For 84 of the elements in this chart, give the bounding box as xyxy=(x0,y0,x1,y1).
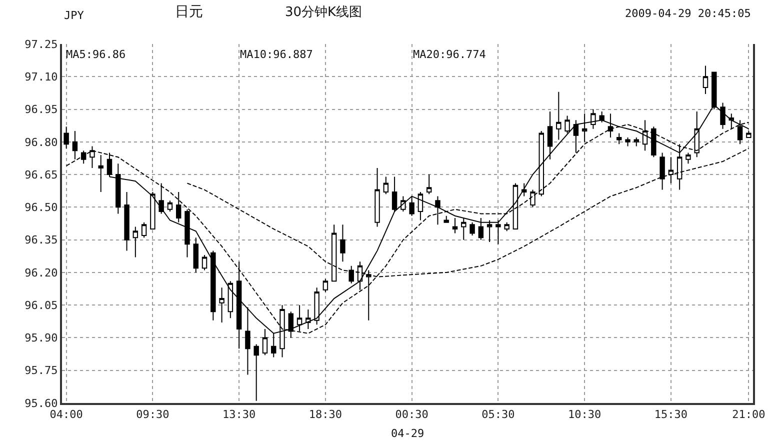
candlestick xyxy=(202,254,208,271)
x-tick-label: 09:30 xyxy=(136,408,170,422)
candlestick xyxy=(98,154,104,192)
candlestick xyxy=(478,218,484,240)
text: 04-29 xyxy=(391,427,424,440)
candlestick xyxy=(668,156,674,184)
candlestick xyxy=(176,191,182,223)
candlestick xyxy=(132,226,138,258)
annotation: MA20:96.774 xyxy=(413,48,486,61)
y-tick-label: 95.75 xyxy=(24,364,58,378)
candlestick xyxy=(634,137,640,147)
candlestick xyxy=(435,196,440,226)
candlestick xyxy=(512,182,518,230)
y-tick-label: 96.80 xyxy=(24,136,58,149)
x-tick-label: 13:30 xyxy=(222,408,256,422)
text: JPY xyxy=(64,9,84,22)
candlestick xyxy=(193,237,198,273)
candlestick xyxy=(409,196,414,216)
annotation: MA5:96.86 xyxy=(66,48,126,61)
candlestick xyxy=(426,174,432,195)
candlestick xyxy=(124,191,130,252)
candlestick xyxy=(184,208,190,258)
y-tick-label: 95.90 xyxy=(24,332,58,345)
candlestick xyxy=(616,132,622,145)
y-tick-label: 96.65 xyxy=(24,168,58,182)
candlestick xyxy=(64,126,69,149)
candlestick xyxy=(72,130,78,160)
x-tick-label: 04:00 xyxy=(50,408,83,422)
candlestick xyxy=(90,146,95,169)
candlestick xyxy=(461,218,466,240)
candlestick xyxy=(496,220,501,245)
candlestick xyxy=(340,224,346,262)
candlestick xyxy=(262,328,268,356)
candlestick xyxy=(150,191,156,230)
candlestick xyxy=(746,130,752,138)
chart-title: 日元 xyxy=(175,4,203,20)
candlestick xyxy=(504,222,510,232)
x-tick-label: 21:00 xyxy=(732,408,766,422)
candlestick xyxy=(392,176,398,212)
candlestick xyxy=(625,137,630,147)
candlestick xyxy=(599,110,604,123)
x-tick-label: 05:30 xyxy=(482,408,515,422)
candlestick xyxy=(556,91,562,140)
y-tick-label: 96.95 xyxy=(24,103,58,116)
y-tick-label: 97.25 xyxy=(24,38,58,51)
chart-subtitle: 30分钟K线图 xyxy=(285,5,362,20)
candlestick xyxy=(702,65,708,95)
candlestick xyxy=(547,110,553,160)
candlestick xyxy=(538,130,544,197)
candlestick xyxy=(383,176,389,195)
candlestick xyxy=(374,168,380,228)
candlestick xyxy=(116,163,121,214)
candlestick xyxy=(686,152,691,164)
x-tick-label: 00:30 xyxy=(395,408,428,422)
y-tick-label: 96.05 xyxy=(24,298,58,312)
candlestick xyxy=(314,287,320,326)
candlestick xyxy=(158,182,164,214)
candlestick xyxy=(418,191,424,221)
y-tick-label: 97.10 xyxy=(24,70,58,84)
y-tick-label: 96.35 xyxy=(24,234,58,247)
candlestick xyxy=(219,287,224,323)
candlestick xyxy=(486,220,492,242)
x-tick-label: 15:30 xyxy=(654,408,688,422)
candlestick xyxy=(322,278,328,293)
x-tick-label: 18:30 xyxy=(308,408,342,422)
candlestick xyxy=(470,222,475,236)
candlestick xyxy=(530,189,536,208)
text: 2009-04-29 20:45:05 xyxy=(625,7,751,20)
candlestick xyxy=(590,108,596,130)
y-tick-label: 96.20 xyxy=(24,266,58,280)
x-tick-label: 10:30 xyxy=(568,408,602,422)
y-tick-label: 95.60 xyxy=(24,396,58,410)
y-tick-label: 96.50 xyxy=(24,201,58,214)
candlestick xyxy=(228,280,234,319)
candlestick xyxy=(660,152,665,190)
candlestick xyxy=(564,115,570,134)
candlestick xyxy=(651,126,656,158)
candlestick xyxy=(444,215,449,223)
candlestick xyxy=(210,250,216,321)
candlestick xyxy=(141,222,147,238)
annotation: MA10:96.887 xyxy=(240,48,313,61)
candlestick xyxy=(167,200,173,212)
candlestick xyxy=(254,344,259,402)
candlestick xyxy=(452,218,458,234)
